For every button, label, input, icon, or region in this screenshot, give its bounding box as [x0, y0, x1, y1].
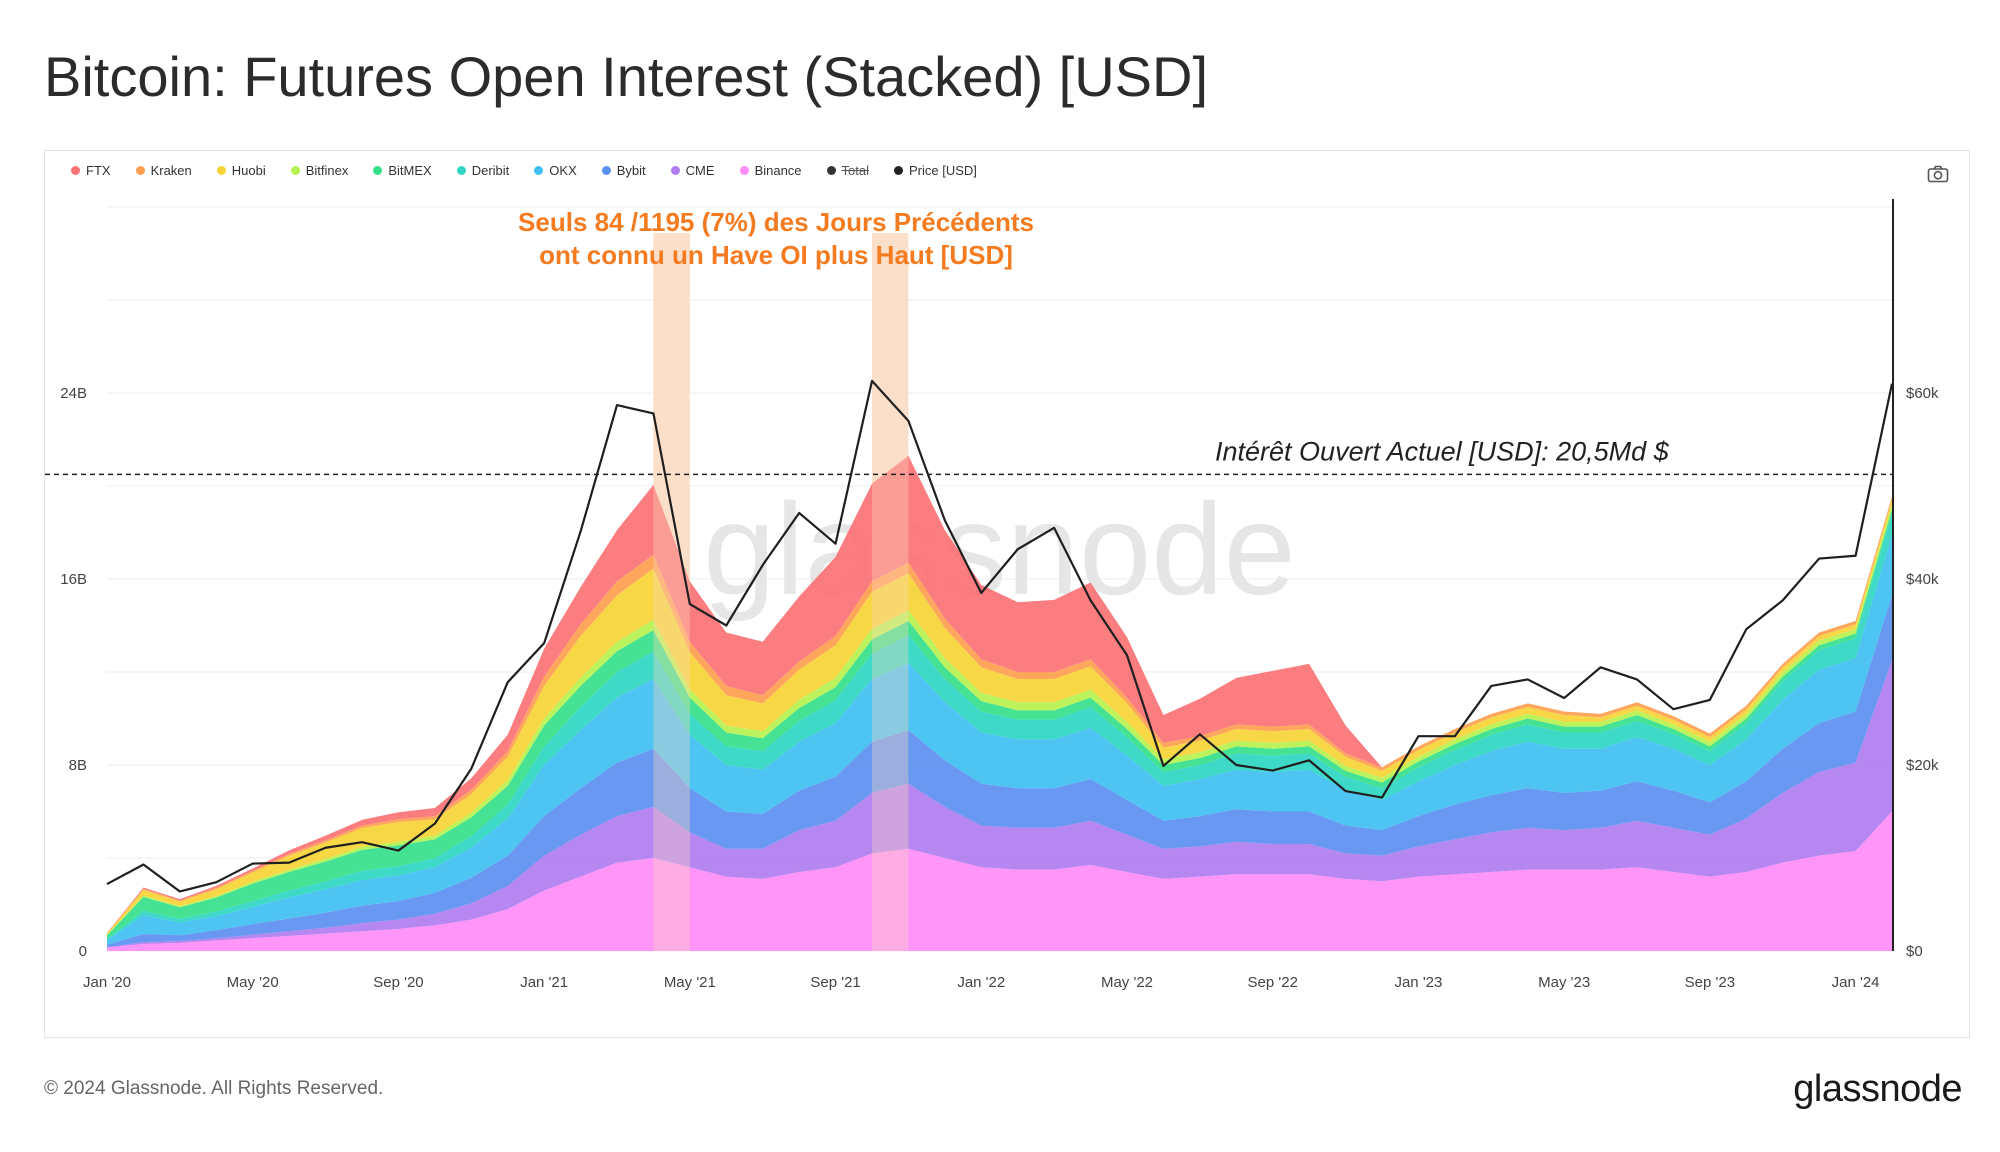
area-deribit — [107, 513, 1892, 941]
y-left-tick: 16B — [60, 571, 87, 588]
legend-label: Huobi — [231, 163, 266, 178]
area-bitmex — [107, 509, 1892, 939]
legend-item-kraken[interactable]: Kraken — [135, 163, 192, 178]
highlight-band-overlay — [872, 233, 909, 951]
camera-icon[interactable] — [1927, 165, 1949, 183]
glassnode-logo: glassnode — [1793, 1068, 1962, 1110]
x-tick: Sep '20 — [373, 974, 423, 991]
chart-legend: FTX Kraken Huobi Bitfinex BitMEX Deribit OKX By… — [71, 163, 1002, 178]
legend-dot — [216, 166, 226, 175]
legend-item-bitmex[interactable]: BitMEX — [373, 163, 432, 178]
legend-item-deribit[interactable]: Deribit — [456, 163, 510, 178]
legend-item-huobi[interactable]: Huobi — [216, 163, 266, 178]
x-tick: Jan '20 — [83, 974, 131, 991]
legend-item-bitfinex[interactable]: Bitfinex — [290, 163, 349, 178]
legend-label: Kraken — [150, 163, 192, 178]
area-binance — [107, 811, 1892, 951]
y-right-tick: $40k — [1906, 571, 1939, 588]
legend-dot — [135, 166, 145, 175]
legend-label: Bybit — [616, 163, 646, 178]
legend-dot — [826, 166, 836, 175]
legend-item-cme[interactable]: CME — [670, 163, 715, 178]
copyright-text: © 2024 Glassnode. All Rights Reserved. — [44, 1078, 384, 1099]
legend-item-okx[interactable]: OKX — [534, 163, 577, 178]
legend-item-bybit[interactable]: Bybit — [601, 163, 646, 178]
x-tick: Jan '22 — [957, 974, 1005, 991]
legend-label: OKX — [549, 163, 577, 178]
legend-dot — [534, 166, 544, 175]
legend-label: CME — [685, 163, 715, 178]
legend-dot — [373, 166, 383, 175]
legend-label: Bitfinex — [305, 163, 349, 178]
x-tick: Jan '23 — [1394, 974, 1442, 991]
legend-dot — [71, 166, 80, 175]
chart-panel: FTX Kraken Huobi Bitfinex BitMEX Deribit OKX By… — [44, 150, 1970, 1038]
legend-label: Binance — [754, 163, 802, 178]
page-title: Bitcoin: Futures Open Interest (Stacked)… — [44, 45, 1209, 108]
y-left-tick: 24B — [60, 385, 87, 402]
x-tick: May '21 — [664, 974, 716, 991]
legend-item-binance[interactable]: Binance — [739, 163, 802, 178]
legend-label: Price [USD] — [909, 163, 977, 178]
legend-label: BitMEX — [388, 163, 432, 178]
legend-dot — [456, 166, 466, 175]
legend-label: Total — [841, 163, 870, 178]
y-left-tick: 8B — [69, 757, 87, 774]
x-tick: Sep '23 — [1685, 974, 1735, 991]
area-bitfinex — [107, 504, 1892, 936]
x-tick: Sep '22 — [1248, 974, 1298, 991]
legend-item-total[interactable]: Total — [826, 163, 870, 178]
x-tick: May '23 — [1538, 974, 1590, 991]
legend-dot — [601, 166, 611, 175]
area-okx — [107, 534, 1892, 945]
legend-item-price-usd[interactable]: Price [USD] — [894, 163, 977, 178]
legend-dot — [739, 166, 749, 175]
y-right-tick: $20k — [1906, 757, 1939, 774]
legend-label: Deribit — [471, 163, 510, 178]
price-line — [106, 379, 1894, 893]
highlight-band-overlay — [653, 233, 690, 951]
legend-dot — [894, 166, 904, 175]
area-cme — [107, 660, 1892, 948]
legend-dot — [670, 166, 680, 175]
x-tick: May '20 — [227, 974, 279, 991]
current-oi-label: Intérêt Ouvert Actuel [USD]: 20,5Md $ — [1215, 436, 1670, 466]
y-left-tick: 0 — [79, 943, 87, 960]
y-right-tick: $60k — [1906, 385, 1939, 402]
x-tick: Jan '24 — [1832, 974, 1880, 991]
annotation-text: Seuls 84 /1195 (7%) des Jours Précédents — [518, 207, 1034, 237]
x-tick: Sep '21 — [810, 974, 860, 991]
legend-label: FTX — [86, 163, 111, 178]
x-tick: May '22 — [1101, 974, 1153, 991]
annotation-text: ont connu un Have OI plus Haut [USD] — [539, 240, 1013, 270]
x-tick: Jan '21 — [520, 974, 568, 991]
y-right-tick: $0 — [1906, 943, 1923, 960]
legend-dot — [290, 166, 300, 175]
legend-item-ftx[interactable]: FTX — [71, 163, 111, 178]
